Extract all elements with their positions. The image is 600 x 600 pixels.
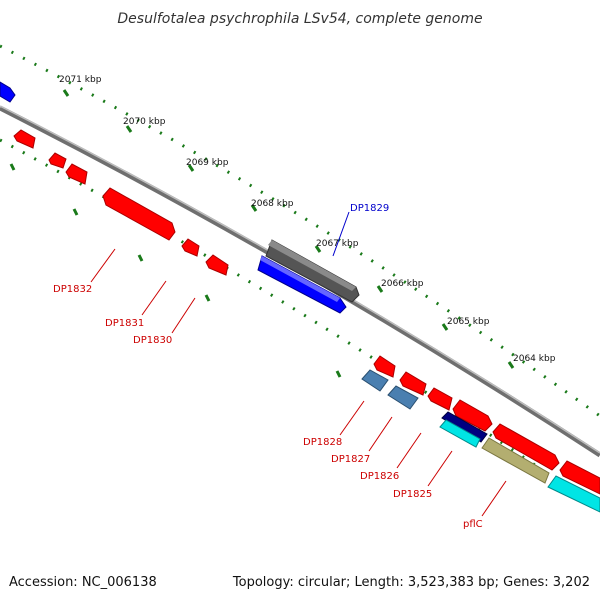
label-DP1827: DP1827 (331, 454, 370, 465)
label-DP1829: DP1829 (350, 203, 389, 214)
gene-cyan-edge (547, 475, 600, 513)
leader-pflC (481, 480, 507, 517)
leader-DP1829 (332, 211, 350, 257)
leader-DP1825 (427, 450, 453, 487)
scale-label-2064: 2064 kbp (513, 354, 556, 364)
label-DP1828: DP1828 (303, 437, 342, 448)
gene-pflC (481, 437, 550, 484)
accession-text: Accession: NC_006138 (9, 575, 157, 590)
genome-summary-text: Topology: circular; Length: 3,523,383 bp… (232, 575, 590, 590)
scale-label-2066: 2066 kbp (381, 279, 424, 289)
gene-red-2 (48, 152, 67, 169)
gene-label-group: DP1829 DP1832 DP1831 DP1830 DP1828 DP182… (53, 203, 507, 530)
scale-label-2068: 2068 kbp (251, 199, 294, 209)
leader-DP1828 (339, 400, 365, 436)
outer-major-ticks (62, 89, 515, 369)
gene-DP1830 (205, 254, 229, 276)
gene-red-8 (492, 423, 560, 471)
scale-label-2070: 2070 kbp (123, 117, 166, 127)
gene-red-3 (65, 163, 88, 185)
gene-DP1828 (361, 369, 389, 392)
highlighted-gene (265, 239, 360, 303)
scale-label-2065: 2065 kbp (447, 317, 490, 327)
other-genes (439, 411, 600, 513)
label-DP1830: DP1830 (133, 335, 172, 346)
gene-DP1829-top (268, 240, 356, 291)
label-DP1831: DP1831 (105, 318, 144, 329)
gene-DP1827 (387, 385, 419, 410)
label-DP1832: DP1832 (53, 284, 92, 295)
outer-tick-ring (0, 44, 600, 418)
gene-DP1825 (439, 419, 481, 448)
scale-label-2071: 2071 kbp (59, 75, 102, 85)
reverse-strand-genes (13, 129, 600, 495)
gene-red-6 (427, 387, 453, 411)
gene-DP1832 (102, 187, 176, 241)
gene-red-9 (559, 460, 600, 495)
gene-DP1829-forward-top (260, 256, 340, 302)
forward-strand-genes (0, 81, 347, 314)
scale-label-2069: 2069 kbp (186, 158, 229, 168)
gene-red-5 (399, 371, 427, 396)
inner-major-ticks (9, 163, 342, 378)
gene-forward-edge (0, 81, 16, 103)
map-title: Desulfotalea psychrophila LSv54, complet… (117, 11, 482, 27)
steel-blue-genes (361, 369, 419, 410)
leader-DP1831 (141, 280, 167, 316)
leader-DP1830 (171, 297, 196, 334)
gene-red-1 (13, 129, 36, 149)
leader-DP1827 (368, 416, 393, 452)
leader-DP1826 (396, 432, 422, 469)
gene-red-4 (373, 355, 396, 378)
label-DP1825: DP1825 (393, 489, 432, 500)
gene-DP1831 (181, 238, 200, 257)
label-DP1826: DP1826 (360, 471, 399, 482)
leader-DP1832 (90, 248, 116, 283)
label-pflC: pflC (463, 519, 483, 530)
